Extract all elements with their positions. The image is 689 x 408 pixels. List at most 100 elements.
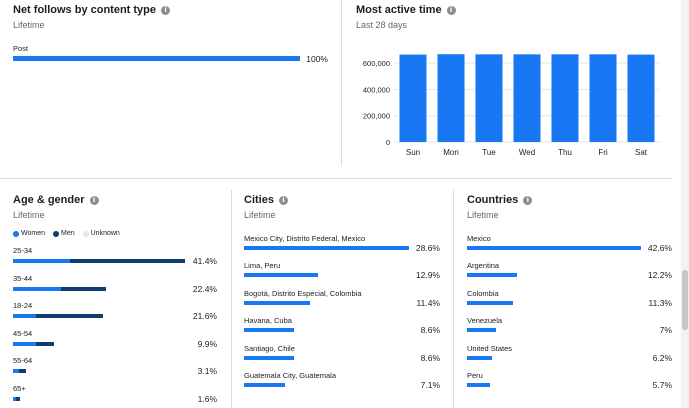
- section-divider: [453, 190, 454, 408]
- net-follows-row-bar: [13, 56, 300, 61]
- city-row-bar: [244, 246, 409, 250]
- city-row-label: Santiago, Chile: [244, 343, 295, 353]
- city-row-bar: [244, 355, 294, 360]
- city-row-pct: 11.4%: [416, 297, 440, 308]
- age-row-label: 18-24: [13, 301, 33, 310]
- country-row-label: Argentina: [467, 261, 500, 271]
- age-row-label: 25-34: [13, 246, 33, 255]
- most-active-subtitle: Last 28 days: [356, 20, 408, 30]
- country-row-bar: [467, 355, 493, 360]
- age-row-bar-women: [13, 341, 36, 346]
- chart-x-tick-label: Sat: [635, 148, 648, 157]
- city-row-label: Lima, Peru: [244, 261, 281, 271]
- unknown-dot-icon: [82, 230, 89, 237]
- city-row-bar: [244, 328, 294, 333]
- scrollbar-thumb[interactable]: [682, 270, 688, 330]
- country-row-label: Mexico: [467, 234, 491, 243]
- age-row-bar-men: [36, 314, 103, 318]
- country-row-bar: [467, 300, 514, 305]
- city-row-pct: 8.6%: [420, 325, 440, 336]
- scrollbar-track[interactable]: [681, 0, 689, 408]
- chart-bar[interactable]: [627, 54, 655, 142]
- chart-x-tick-label: Thu: [558, 148, 572, 157]
- age-row-label: 45-54: [13, 328, 33, 338]
- age-row-bar-men: [61, 286, 107, 291]
- chart-x-tick-label: Wed: [519, 148, 535, 157]
- chart-bar[interactable]: [589, 54, 617, 142]
- country-row-pct: 12.2%: [647, 270, 672, 281]
- age-row-bar-women: [13, 259, 70, 263]
- age-row-pct: 21.6%: [192, 311, 217, 321]
- country-row-bar: [467, 328, 496, 333]
- chart-bar[interactable]: [551, 54, 579, 142]
- country-row-bar: [467, 383, 491, 387]
- chart-bar[interactable]: [475, 54, 503, 142]
- chart-bar[interactable]: [399, 54, 427, 142]
- legend-women-label: Women: [21, 230, 45, 237]
- age-row-bar-men: [19, 369, 26, 373]
- country-row-bar: [467, 273, 517, 278]
- chart-x-tick-label: Mon: [443, 148, 459, 157]
- age-row-bar-men: [35, 341, 55, 346]
- cities-subtitle: Lifetime: [244, 210, 276, 220]
- age-row-pct: 41.4%: [192, 256, 217, 266]
- city-row-label: Guatemala City, Guatemala: [244, 371, 336, 380]
- chart-x-tick-label: Fri: [598, 148, 608, 157]
- countries-title: Countries i: [467, 194, 533, 206]
- age-gender-title: Age & gender i: [13, 194, 99, 206]
- section-divider: [0, 178, 672, 179]
- chart-y-tick-label: 400,000: [363, 85, 390, 94]
- city-row-pct: 28.6%: [415, 243, 440, 253]
- city-row-label: Bogotá, Distrito Especial, Colombia: [244, 288, 362, 298]
- age-row-pct: 1.6%: [197, 393, 217, 404]
- country-row-label: Venezuela: [467, 316, 503, 326]
- section-divider: [341, 0, 342, 166]
- net-follows-title-text: Net follows by content type: [13, 4, 157, 16]
- legend-unknown: Unknown: [82, 230, 120, 237]
- cities-title: Cities i: [244, 194, 288, 206]
- most-active-title-text: Most active time: [356, 4, 442, 16]
- countries-subtitle: Lifetime: [467, 210, 499, 220]
- info-icon[interactable]: i: [161, 5, 171, 15]
- chart-x-tick-label: Tue: [482, 148, 496, 157]
- info-icon[interactable]: i: [278, 195, 288, 205]
- city-row-label: Havana, Cuba: [244, 316, 292, 326]
- legend-women: Women: [13, 230, 45, 237]
- city-row-bar: [244, 300, 310, 305]
- country-row-pct: 11.3%: [648, 297, 672, 308]
- info-icon[interactable]: i: [89, 195, 99, 205]
- age-row-bar-women: [13, 369, 20, 373]
- age-row-label: 55-64: [13, 356, 33, 365]
- country-row-pct: 5.7%: [652, 380, 672, 390]
- net-follows-title: Net follows by content type i: [13, 4, 171, 16]
- country-row-pct: 42.6%: [647, 243, 672, 253]
- men-dot-icon: [53, 230, 59, 237]
- age-gender-subtitle: Lifetime: [13, 210, 45, 220]
- chart-bar[interactable]: [513, 54, 541, 142]
- chart-bar[interactable]: [437, 54, 465, 142]
- country-row-label: United States: [467, 343, 513, 353]
- country-row-pct: 6.2%: [652, 352, 672, 363]
- city-row-label: Mexico City, Distrito Federal, Mexico: [244, 234, 366, 243]
- legend-unknown-label: Unknown: [90, 230, 120, 237]
- age-row-label: 35-44: [13, 273, 33, 283]
- most-active-title: Most active time i: [356, 4, 456, 16]
- age-row-bar-men: [69, 259, 185, 263]
- city-row-bar: [244, 273, 319, 278]
- country-row-bar: [467, 246, 641, 250]
- age-gender-title-text: Age & gender: [13, 194, 85, 206]
- city-row-pct: 8.6%: [420, 352, 440, 363]
- age-row-bar-women: [13, 314, 37, 318]
- info-icon[interactable]: i: [446, 5, 456, 15]
- cities-title-text: Cities: [244, 194, 274, 206]
- country-row-label: Peru: [467, 371, 483, 380]
- age-row-bar-women: [13, 396, 17, 401]
- city-row-pct: 7.1%: [420, 380, 440, 390]
- section-divider: [231, 190, 232, 408]
- age-row-pct: 9.9%: [197, 338, 217, 349]
- age-row-bar-women: [13, 286, 62, 291]
- women-dot-icon: [13, 230, 19, 237]
- info-icon[interactable]: i: [523, 195, 533, 205]
- city-row-pct: 12.9%: [415, 270, 440, 281]
- legend-men: Men: [53, 230, 75, 237]
